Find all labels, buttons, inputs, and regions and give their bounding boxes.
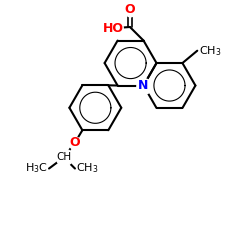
Text: CH$_3$: CH$_3$ [198, 44, 221, 58]
Text: CH: CH [56, 152, 72, 162]
Text: CH$_3$: CH$_3$ [76, 162, 99, 175]
Text: H$_3$C: H$_3$C [25, 162, 48, 175]
Text: O: O [125, 3, 135, 16]
Text: N: N [138, 79, 149, 92]
Text: HO: HO [103, 22, 124, 35]
Text: O: O [70, 136, 80, 149]
